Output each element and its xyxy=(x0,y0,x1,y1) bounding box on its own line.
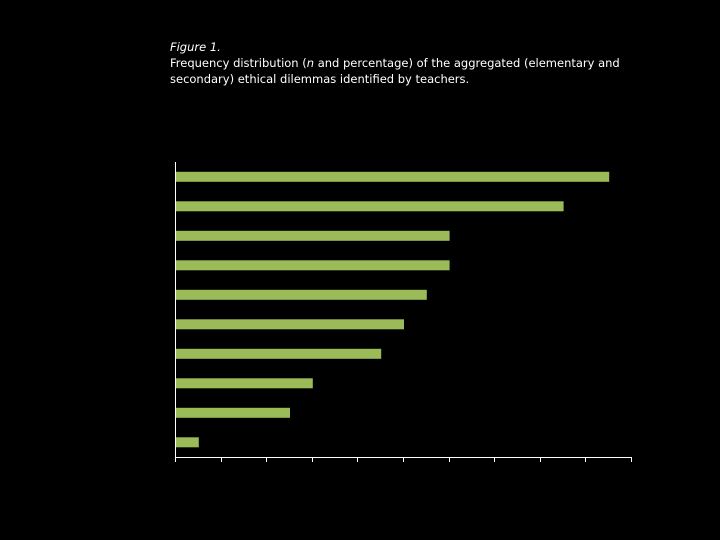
bar-6 xyxy=(176,319,404,330)
bar-1 xyxy=(176,171,610,182)
bar-8 xyxy=(176,378,313,389)
bar-3 xyxy=(176,230,450,241)
chart-title-part-2: and percentage) of the aggregated (eleme… xyxy=(170,56,620,86)
figure-label: Figure 1. xyxy=(170,40,221,54)
chart-title: Frequency distribution (n and percentage… xyxy=(170,55,640,87)
figure-caption: Figure 1. Frequency distribution (n and … xyxy=(170,39,640,87)
chart-title-part-1: Frequency distribution ( xyxy=(170,56,307,70)
bar-9 xyxy=(176,407,290,418)
bar-7 xyxy=(176,348,382,359)
chart-title-italic-n: n xyxy=(306,56,315,70)
bar-4 xyxy=(176,260,450,271)
bar-5 xyxy=(176,289,427,300)
bar-10 xyxy=(176,437,199,448)
bar-2 xyxy=(176,201,564,212)
